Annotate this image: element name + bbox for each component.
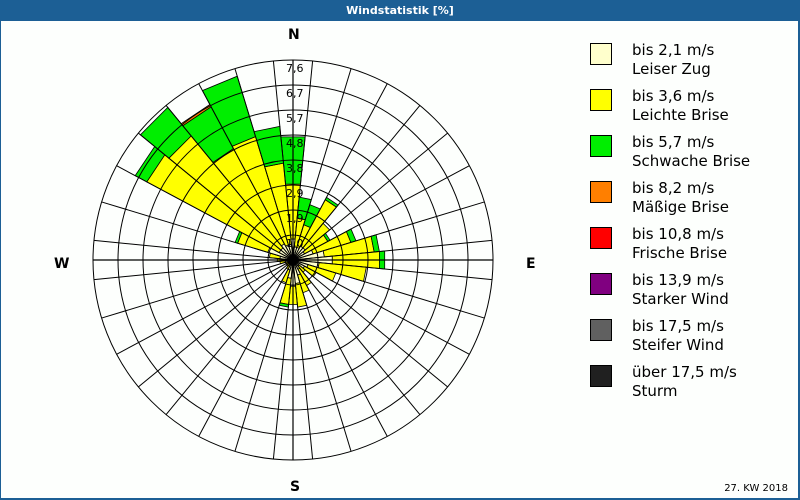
- legend-swatch: [590, 273, 612, 295]
- compass-west-label: W: [54, 256, 70, 272]
- ring-label: 3,8: [286, 162, 304, 175]
- legend-label: bis 8,2 m/s Mäßige Brise: [632, 179, 729, 216]
- legend-label: bis 17,5 m/s Steifer Wind: [632, 317, 724, 354]
- ring-label: 1,9: [286, 212, 304, 225]
- window-title: Windstatistik [%]: [0, 0, 800, 21]
- ring-label: 2,9: [286, 187, 304, 200]
- compass-east-label: E: [526, 256, 536, 272]
- grid-spoke: [234, 259, 294, 452]
- grid-spoke: [101, 201, 294, 261]
- grid-spoke: [272, 60, 294, 261]
- grid-spoke: [292, 239, 493, 261]
- ring-label: 5,7: [286, 112, 304, 125]
- ring-label: 7,6: [286, 62, 304, 75]
- legend-label: bis 5,7 m/s Schwache Brise: [632, 133, 751, 170]
- ring-label: 6,7: [286, 87, 304, 100]
- grid-spoke: [292, 83, 388, 261]
- grid-spoke: [101, 259, 294, 319]
- grid-spoke: [292, 259, 352, 452]
- ring-label: 4,8: [286, 137, 304, 150]
- grid-spoke: [292, 105, 421, 261]
- grid-spoke: [292, 259, 388, 437]
- legend-swatch: [590, 227, 612, 249]
- grid-spoke: [292, 132, 448, 261]
- grid-spoke: [165, 259, 294, 415]
- wind-rose-chart: 1,0 1,9 2,9 3,8 4,8 5,7 6,7 7,6: [92, 59, 494, 461]
- grid-spoke: [292, 68, 352, 261]
- grid-spoke: [292, 259, 421, 415]
- week-label: 27. KW 2018: [724, 483, 788, 494]
- legend-label: bis 2,1 m/s Leiser Zug: [632, 41, 715, 78]
- grid-spoke: [292, 259, 314, 460]
- legend-label: über 17,5 m/s Sturm: [632, 363, 737, 400]
- grid-spoke: [198, 259, 294, 437]
- grid-spoke: [292, 165, 470, 261]
- grid-spoke: [165, 105, 294, 261]
- grid-spoke: [292, 60, 314, 261]
- legend-swatch: [590, 135, 612, 157]
- grid-spoke: [138, 132, 294, 261]
- legend-swatch: [590, 43, 612, 65]
- grid-spoke: [292, 259, 470, 355]
- grid-spoke: [292, 201, 485, 261]
- chart-panel: 1,0 1,9 2,9 3,8 4,8 5,7 6,7 7,6 N E S W bis 2,1…: [1, 21, 798, 498]
- grid-spoke: [272, 259, 294, 460]
- grid-spoke: [198, 83, 294, 261]
- ring-label: 1,0: [286, 237, 304, 250]
- grid-spoke: [292, 259, 493, 281]
- grid-spoke: [116, 165, 294, 261]
- legend-swatch: [590, 89, 612, 111]
- grid-spoke: [116, 259, 294, 355]
- legend-label: bis 13,9 m/s Starker Wind: [632, 271, 729, 308]
- grid-spoke: [292, 259, 485, 319]
- grid-spoke: [138, 259, 294, 388]
- legend-swatch: [590, 181, 612, 203]
- legend-label: bis 10,8 m/s Frische Brise: [632, 225, 728, 262]
- legend-swatch: [590, 365, 612, 387]
- grid-spoke: [234, 68, 294, 261]
- compass-north-label: N: [288, 27, 300, 43]
- grid-spoke: [93, 259, 294, 281]
- grid-spoke: [292, 259, 448, 388]
- legend-label: bis 3,6 m/s Leichte Brise: [632, 87, 729, 124]
- compass-south-label: S: [290, 479, 301, 495]
- grid-spoke: [93, 239, 294, 261]
- legend-swatch: [590, 319, 612, 341]
